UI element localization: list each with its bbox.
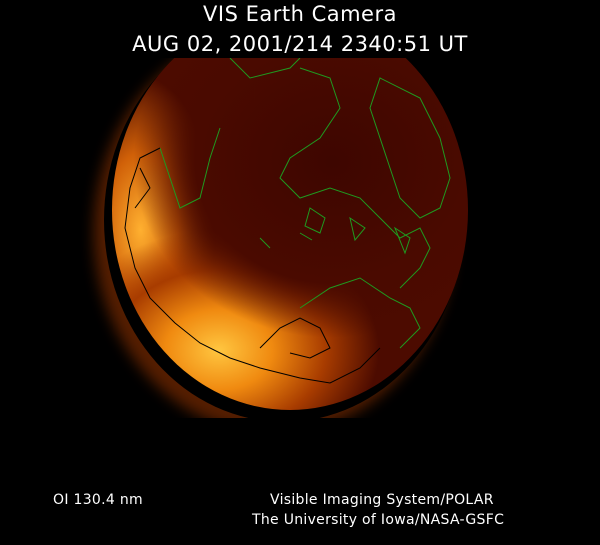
coastline-islands: [299, 207, 411, 255]
coastline-asia-east: [159, 127, 271, 249]
coastline-europe: [299, 277, 421, 349]
coastline-overlay: [124, 58, 451, 384]
coastline-north-america: [229, 58, 431, 289]
coastline-greenland: [369, 77, 451, 219]
institution-label: The University of Iowa/NASA-GSFC: [252, 512, 505, 528]
earth-globe-view: [0, 58, 600, 418]
image-title: VIS Earth Camera: [203, 2, 397, 26]
wavelength-label: OI 130.4 nm: [53, 492, 143, 508]
coastline-night-asia: [124, 147, 381, 384]
instrument-label: Visible Imaging System/POLAR: [270, 492, 494, 508]
image-timestamp: AUG 02, 2001/214 2340:51 UT: [132, 32, 468, 56]
